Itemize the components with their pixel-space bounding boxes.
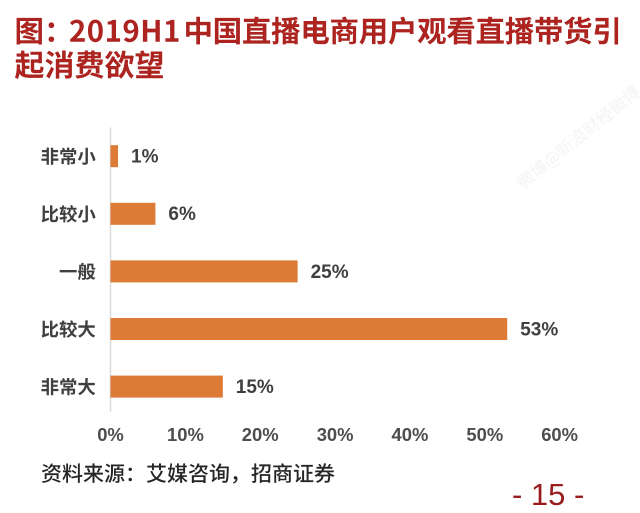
svg-text:0%: 0% xyxy=(97,424,124,445)
svg-text:30%: 30% xyxy=(317,424,354,445)
svg-text:60%: 60% xyxy=(541,424,578,445)
svg-text:20%: 20% xyxy=(242,424,279,445)
svg-text:25%: 25% xyxy=(311,262,349,283)
svg-text:1%: 1% xyxy=(131,147,159,168)
svg-text:15%: 15% xyxy=(236,377,274,398)
svg-text:50%: 50% xyxy=(466,424,503,445)
svg-text:10%: 10% xyxy=(167,424,204,445)
svg-text:53%: 53% xyxy=(520,319,558,340)
svg-text:- 15 -: - 15 - xyxy=(512,477,584,508)
svg-text:6%: 6% xyxy=(168,204,196,225)
svg-text:40%: 40% xyxy=(391,424,428,445)
